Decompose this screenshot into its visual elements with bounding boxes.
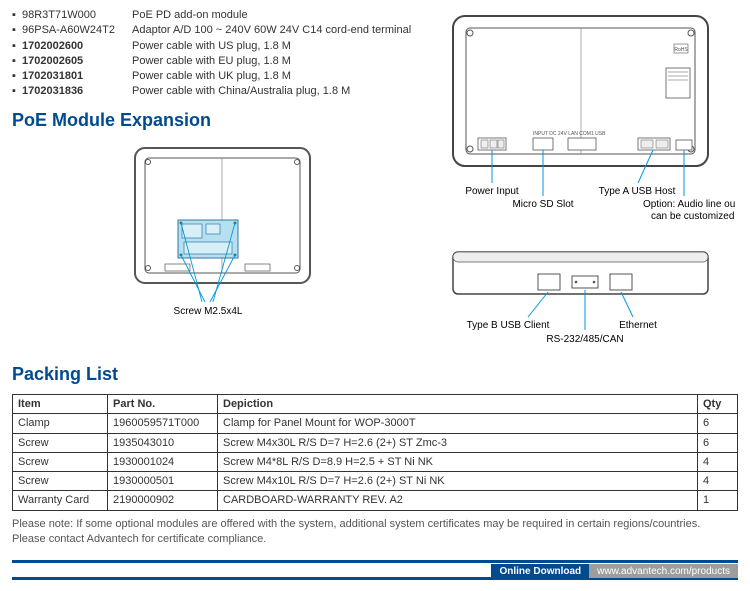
footer-download-label: Online Download bbox=[491, 564, 589, 578]
table-cell: Clamp for Panel Mount for WOP-3000T bbox=[218, 414, 698, 433]
bullet-icon: ▪ bbox=[12, 84, 22, 98]
table-header-row: ItemPart No.DepictionQty bbox=[13, 394, 738, 413]
part-description: Power cable with China/Australia plug, 1… bbox=[132, 84, 428, 98]
bullet-icon: ▪ bbox=[12, 39, 22, 53]
compliance-note: Please note: If some optional modules ar… bbox=[12, 517, 738, 547]
part-row: ▪96PSA-A60W24T2Adaptor A/D 100 ~ 240V 60… bbox=[12, 23, 428, 37]
table-row: Screw1930001024Screw M4*8L R/S D=8.9 H=2… bbox=[13, 452, 738, 471]
part-number: 98R3T71W000 bbox=[22, 8, 132, 22]
screw-label: Screw M2.5x4L bbox=[174, 306, 243, 317]
part-number: 1702002605 bbox=[22, 54, 132, 68]
footer-url[interactable]: www.advantech.com/products bbox=[589, 564, 738, 578]
table-cell: 1935043010 bbox=[108, 433, 218, 452]
table-cell: CARDBOARD-WARRANTY REV. A2 bbox=[218, 491, 698, 510]
rear-panel-diagram: RoHS INPUT DC 24V LAN COM1 USB bbox=[438, 8, 738, 242]
side-panel-diagram: Type B USB Client Ethernet RS-232/485/CA… bbox=[438, 242, 738, 356]
rear-diagram-svg: RoHS INPUT DC 24V LAN COM1 USB bbox=[438, 8, 738, 238]
side-diagram-svg: Type B USB Client Ethernet RS-232/485/CA… bbox=[438, 242, 738, 352]
bullet-icon: ▪ bbox=[12, 23, 22, 37]
table-cell: Clamp bbox=[13, 414, 108, 433]
bullet-icon: ▪ bbox=[12, 8, 22, 22]
part-row: ▪98R3T71W000PoE PD add-on module bbox=[12, 8, 428, 22]
label-audio-1: Option: Audio line ou bbox=[643, 199, 735, 210]
label-audio-2: can be customized bbox=[651, 211, 734, 222]
table-cell: Screw bbox=[13, 472, 108, 491]
right-column: RoHS INPUT DC 24V LAN COM1 USB bbox=[438, 8, 738, 357]
label-sd: Micro SD Slot bbox=[512, 199, 573, 210]
part-row: ▪1702031801Power cable with UK plug, 1.8… bbox=[12, 69, 428, 83]
part-description: Power cable with EU plug, 1.8 M bbox=[132, 54, 428, 68]
table-row: Screw1935043010Screw M4x30L R/S D=7 H=2.… bbox=[13, 433, 738, 452]
table-row: Clamp1960059571T000Clamp for Panel Mount… bbox=[13, 414, 738, 433]
packing-list-table: ItemPart No.DepictionQty Clamp1960059571… bbox=[12, 394, 738, 511]
table-cell: Warranty Card bbox=[13, 491, 108, 510]
table-cell: 1960059571T000 bbox=[108, 414, 218, 433]
part-description: Power cable with UK plug, 1.8 M bbox=[132, 69, 428, 83]
part-description: PoE PD add-on module bbox=[132, 8, 428, 22]
note-line-2: Please contact Advantech for certificate… bbox=[12, 533, 266, 545]
part-number: 1702031836 bbox=[22, 84, 132, 98]
table-cell: 1 bbox=[698, 491, 738, 510]
part-description: Power cable with US plug, 1.8 M bbox=[132, 39, 428, 53]
svg-text:RoHS: RoHS bbox=[674, 47, 688, 53]
footer-bar: Online Download www.advantech.com/produc… bbox=[12, 560, 738, 580]
part-row: ▪1702031836Power cable with China/Austra… bbox=[12, 84, 428, 98]
table-cell: Screw M4x10L R/S D=7 H=2.6 (2+) ST Ni NK bbox=[218, 472, 698, 491]
table-cell: 1930000501 bbox=[108, 472, 218, 491]
col-header: Part No. bbox=[108, 394, 218, 413]
table-cell: 6 bbox=[698, 433, 738, 452]
port-strip-label: INPUT DC 24V LAN COM1 USB bbox=[533, 131, 606, 137]
label-usb-a: Type A USB Host bbox=[599, 186, 676, 197]
parts-list: ▪98R3T71W000PoE PD add-on module▪96PSA-A… bbox=[12, 8, 428, 99]
label-ethernet: Ethernet bbox=[619, 320, 657, 331]
col-header: Depiction bbox=[218, 394, 698, 413]
part-row: ▪1702002605Power cable with EU plug, 1.8… bbox=[12, 54, 428, 68]
table-cell: 1930001024 bbox=[108, 452, 218, 471]
top-row: ▪98R3T71W000PoE PD add-on module▪96PSA-A… bbox=[12, 8, 738, 357]
part-number: 1702002600 bbox=[22, 39, 132, 53]
poe-diagram-svg: Screw M2.5x4L bbox=[110, 140, 330, 320]
table-body: Clamp1960059571T000Clamp for Panel Mount… bbox=[13, 414, 738, 510]
part-row: ▪1702002600Power cable with US plug, 1.8… bbox=[12, 39, 428, 53]
col-header: Item bbox=[13, 394, 108, 413]
table-cell: Screw bbox=[13, 452, 108, 471]
bullet-icon: ▪ bbox=[12, 69, 22, 83]
section-poe-title: PoE Module Expansion bbox=[12, 109, 428, 132]
note-line-1: Please note: If some optional modules ar… bbox=[12, 518, 700, 530]
section-packing-title: Packing List bbox=[12, 363, 738, 386]
table-cell: Screw bbox=[13, 433, 108, 452]
table-cell: 2190000902 bbox=[108, 491, 218, 510]
table-cell: 4 bbox=[698, 452, 738, 471]
table-cell: 4 bbox=[698, 472, 738, 491]
part-number: 1702031801 bbox=[22, 69, 132, 83]
table-row: Warranty Card2190000902CARDBOARD-WARRANT… bbox=[13, 491, 738, 510]
label-power-input: Power Input bbox=[465, 186, 519, 197]
table-cell: Screw M4x30L R/S D=7 H=2.6 (2+) ST Zmc-3 bbox=[218, 433, 698, 452]
left-column: ▪98R3T71W000PoE PD add-on module▪96PSA-A… bbox=[12, 8, 438, 357]
table-cell: Screw M4*8L R/S D=8.9 H=2.5 + ST Ni NK bbox=[218, 452, 698, 471]
part-description: Adaptor A/D 100 ~ 240V 60W 24V C14 cord-… bbox=[132, 23, 428, 37]
poe-module-diagram: Screw M2.5x4L bbox=[12, 140, 428, 324]
label-serial: RS-232/485/CAN bbox=[546, 334, 623, 345]
col-header: Qty bbox=[698, 394, 738, 413]
table-cell: 6 bbox=[698, 414, 738, 433]
part-number: 96PSA-A60W24T2 bbox=[22, 23, 132, 37]
table-row: Screw1930000501Screw M4x10L R/S D=7 H=2.… bbox=[13, 472, 738, 491]
bullet-icon: ▪ bbox=[12, 54, 22, 68]
label-usb-b: Type B USB Client bbox=[467, 320, 550, 331]
